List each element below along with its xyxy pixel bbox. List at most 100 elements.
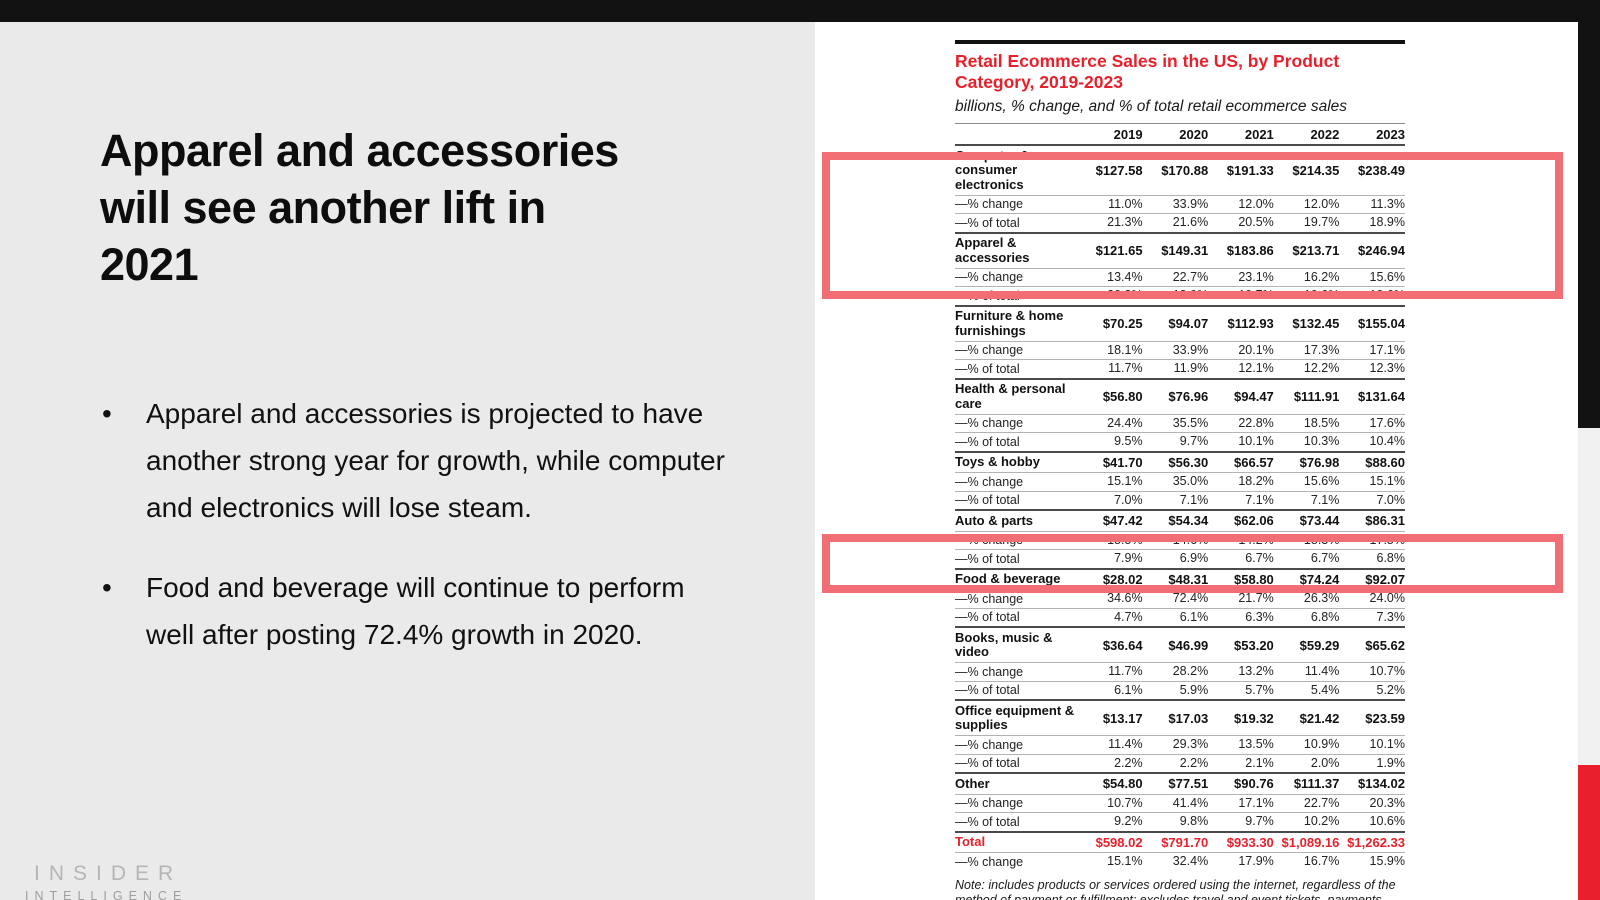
cell-value: 19.6% (1369, 288, 1405, 303)
cell-value: 6.9% (1179, 551, 1209, 566)
table-note: Note: includes products or services orde… (955, 877, 1396, 900)
cell-value: 5.7% (1245, 682, 1274, 697)
cell-value: $54.80 (1102, 776, 1143, 792)
row-label: Food & beverage (955, 571, 1061, 587)
cell-value: 14.6% (1172, 532, 1209, 547)
table-row: Other $54.80 $77.51 $90.76 $111.37 $134.02 (955, 773, 1405, 794)
row-label: —% of total (955, 814, 1020, 829)
insider-intelligence-logo: INSIDER INTELLIGENCE (25, 862, 187, 900)
table-row: —% change 18.1% 33.9% 20.1% 17.3% 17.1% (955, 341, 1405, 360)
cell-value: $76.98 (1299, 454, 1340, 470)
table-title: Retail Ecommerce Sales in the US, by Pro… (955, 51, 1340, 92)
cell-value: 6.8% (1376, 551, 1406, 566)
cell-value: 9.7% (1245, 814, 1274, 829)
row-label: —% of total (955, 493, 1020, 508)
year-header: 2021 (1208, 123, 1274, 146)
table-row: —% of total 9.5% 9.7% 10.1% 10.3% 10.4% (955, 432, 1405, 452)
cell-value: 17.6% (1369, 415, 1405, 430)
cell-value: 17.1% (1369, 342, 1405, 357)
cell-value: 22.8% (1238, 415, 1274, 430)
cell-value: 16.7% (1303, 854, 1340, 869)
bullet-item: Food and beverage will continue to perfo… (100, 564, 725, 658)
cell-value: 20.5% (1238, 215, 1274, 230)
table-row: —% change 15.1% 32.4% 17.9% 16.7% 15.9% (955, 852, 1405, 871)
row-label: —% of total (955, 215, 1020, 230)
cell-value: 18.9% (1172, 288, 1209, 303)
cell-value: $92.07 (1365, 571, 1405, 587)
cell-value: 10.2% (1303, 814, 1340, 829)
table-row: —% of total 7.9% 6.9% 6.7% 6.7% 6.8% (955, 549, 1406, 569)
cell-value: 15.5% (1107, 532, 1143, 547)
table-row: —% of total 11.7% 11.9% 12.1% 12.2% 12.3% (955, 359, 1405, 379)
cell-value: 1.9% (1376, 755, 1406, 770)
cell-value: $86.31 (1365, 513, 1405, 529)
cell-value: $132.45 (1292, 316, 1340, 332)
table-row: Total $598.02 $791.70 $933.30 $1,089.16 $1,26… (955, 831, 1405, 853)
table-row: —% of total 7.0% 7.1% 7.1% 7.1% 7.0% (955, 491, 1405, 510)
cell-value: 15.6% (1303, 474, 1340, 489)
cell-value: 10.1% (1238, 434, 1274, 449)
cell-value: 10.7% (1369, 664, 1405, 679)
top-bar (0, 0, 1600, 22)
slide-left-panel: Apparel and accessories will see another… (0, 22, 815, 900)
cell-value: 7.3% (1376, 609, 1406, 624)
cell-value: 19.7% (1238, 288, 1274, 303)
row-label: Computer & consumer electronics (955, 147, 1030, 192)
cell-value: $19.32 (1234, 710, 1274, 726)
cell-value: $65.62 (1365, 637, 1405, 653)
cell-value: 41.4% (1172, 795, 1209, 810)
cell-value: $77.51 (1168, 776, 1209, 792)
cell-value: 16.2% (1303, 269, 1340, 284)
row-label: Auto & parts (955, 512, 1033, 528)
cell-value: 15.1% (1107, 854, 1143, 869)
table-row: —% of total 21.3% 21.6% 20.5% 19.7% 18.9% (955, 213, 1405, 233)
year-header: 2023 (1339, 123, 1405, 146)
cell-value: 32.4% (1172, 854, 1209, 869)
row-label: —% of total (955, 683, 1020, 698)
cell-value: 15.1% (1107, 474, 1143, 489)
table-row: —% of total 2.2% 2.2% 2.1% 2.0% 1.9% (955, 754, 1405, 773)
row-label: —% change (955, 416, 1024, 431)
row-label: —% change (955, 591, 1024, 606)
row-label: —% of total (955, 551, 1020, 566)
cell-value: 19.6% (1303, 288, 1340, 303)
table-row: Books, music & video $36.64 $46.99 $53.20 $5… (955, 627, 1405, 663)
cell-value: 35.5% (1172, 415, 1209, 430)
cell-value: $238.49 (1358, 162, 1405, 178)
cell-value: 20.1% (1238, 342, 1274, 357)
cell-value: 6.1% (1179, 609, 1209, 624)
cell-value: 34.6% (1107, 591, 1143, 606)
cell-value: 12.3% (1369, 361, 1405, 376)
row-label: Toys & hobby (955, 454, 1040, 470)
cell-value: 11.9% (1173, 361, 1209, 376)
cell-value: 18.5% (1303, 415, 1340, 430)
cell-value: $1,262.33 (1347, 834, 1405, 850)
cell-value: 2.2% (1179, 755, 1209, 770)
cell-value: 5.4% (1310, 682, 1340, 697)
logo-line-insider: INSIDER (34, 862, 183, 885)
cell-value: 17.9% (1238, 854, 1274, 869)
cell-value: $88.60 (1365, 454, 1405, 470)
bullet-list: Apparel and accessories is projected to … (100, 390, 725, 691)
cell-value: 2.2% (1114, 755, 1143, 770)
table-row: —% change 13.4% 22.7% 23.1% 16.2% 15.6% (955, 268, 1405, 287)
cell-value: $53.20 (1234, 637, 1274, 653)
cell-value: 24.4% (1107, 415, 1143, 430)
cell-value: 21.6% (1172, 215, 1209, 230)
cell-value: 12.0% (1238, 196, 1274, 211)
cell-value: 9.5% (1114, 434, 1143, 449)
cell-value: $41.70 (1102, 454, 1143, 470)
cell-value: 33.9% (1172, 196, 1209, 211)
cell-value: 18.1% (1107, 342, 1143, 357)
table-row: —% of total 20.3% 18.9% 19.7% 19.6% 19.6% (955, 286, 1405, 306)
cell-value: $191.33 (1226, 162, 1274, 178)
year-header: 2020 (1142, 123, 1209, 146)
row-label: Books, music & video (955, 629, 1053, 660)
right-bar-gray-segment (1578, 428, 1600, 765)
cell-value: 5.9% (1179, 682, 1209, 697)
cell-value: 17.1% (1238, 795, 1274, 810)
row-label: —% change (955, 197, 1024, 212)
cell-value: 13.5% (1238, 737, 1274, 752)
cell-value: 11.0% (1108, 196, 1143, 211)
cell-value: 18.9% (1369, 215, 1405, 230)
